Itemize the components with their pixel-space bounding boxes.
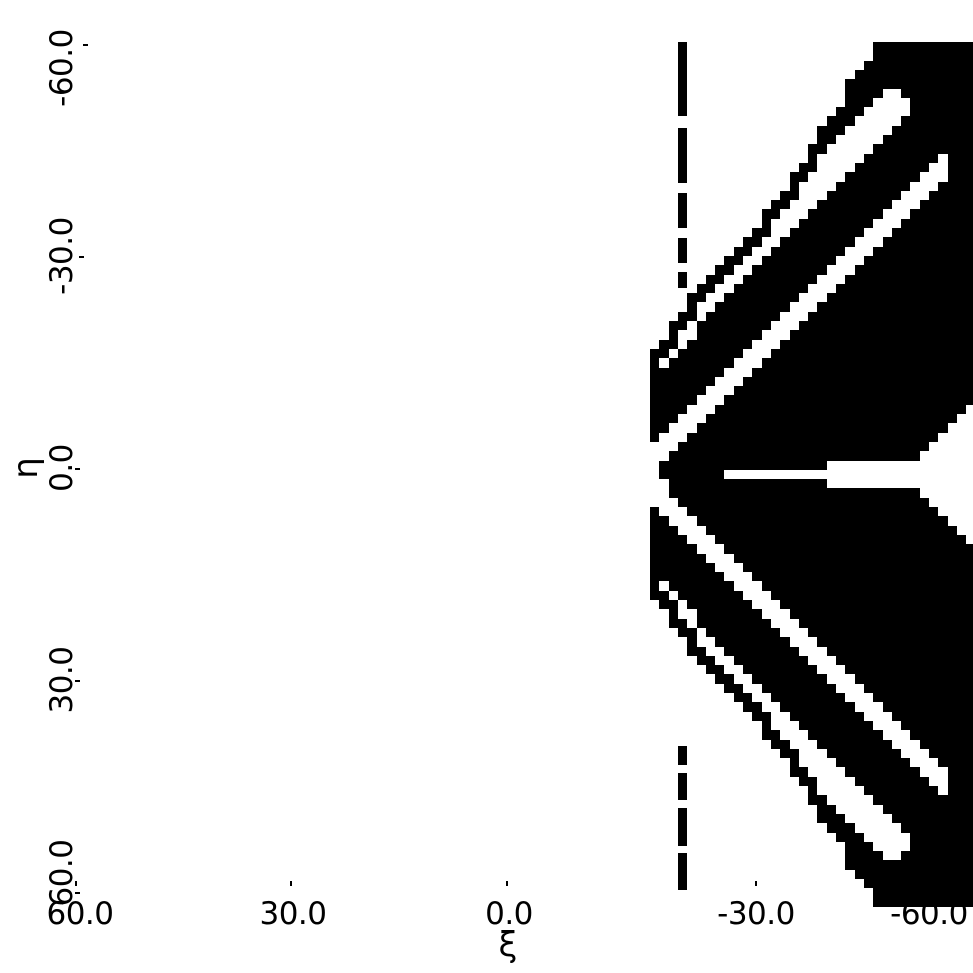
y-tick-mark bbox=[75, 468, 80, 470]
y-axis-title: η bbox=[6, 457, 46, 479]
y-tick-mark bbox=[75, 680, 80, 682]
x-tick-mark bbox=[506, 881, 508, 886]
x-tick-mark bbox=[930, 881, 932, 886]
x-tick-label: -30.0 bbox=[717, 896, 795, 932]
y-tick-label: 30.0 bbox=[44, 646, 80, 714]
x-tick-mark bbox=[755, 881, 757, 886]
y-tick-mark bbox=[83, 44, 88, 46]
x-tick-label: 60.0 bbox=[46, 896, 114, 932]
x-tick-mark bbox=[290, 881, 292, 886]
y-tick-mark bbox=[75, 892, 80, 894]
x-axis-title: ξ bbox=[498, 925, 518, 965]
y-tick-mark bbox=[79, 256, 84, 258]
y-tick-label: 0.0 bbox=[44, 444, 80, 492]
x-tick-label: -60.0 bbox=[890, 896, 968, 932]
x-tick-label: 0.0 bbox=[485, 896, 533, 932]
y-tick-label: -60.0 bbox=[44, 29, 80, 107]
x-tick-mark bbox=[75, 881, 77, 886]
x-tick-label: 30.0 bbox=[259, 896, 327, 932]
y-tick-label: -30.0 bbox=[44, 217, 80, 295]
y-tick-label: 60.0 bbox=[44, 839, 80, 907]
